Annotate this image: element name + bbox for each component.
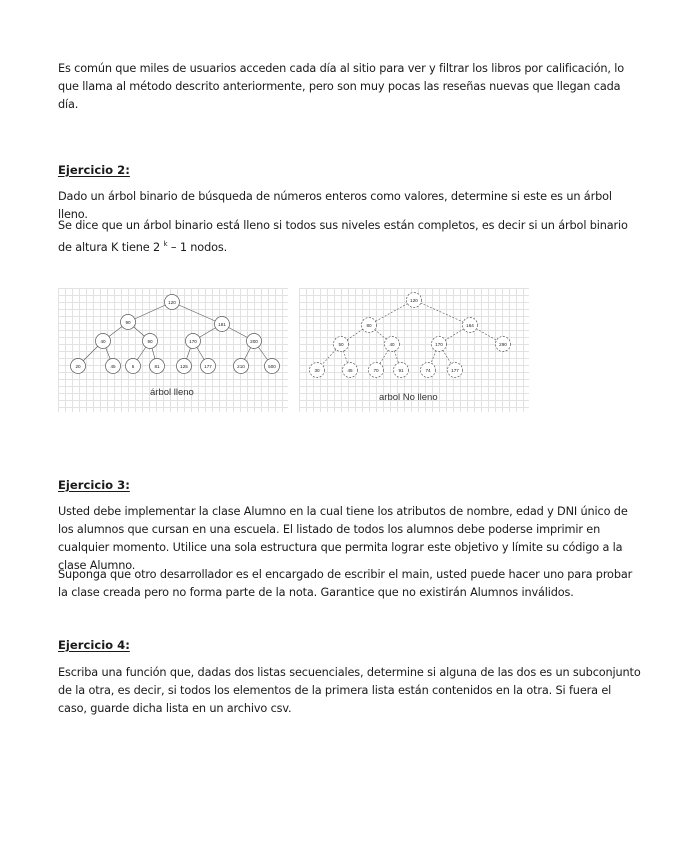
full-tree-node-circle	[142, 333, 158, 349]
ejercicio-4-paragraph-1: Escriba una función que, dadas dos lista…	[58, 666, 641, 715]
not-full-tree-node-label: 170	[435, 342, 443, 347]
full-tree-diagram: 120 90 181 40 90 170 200 20 45 5 81 125 177 210 500	[70, 294, 280, 374]
not-full-tree-node-label: 91	[398, 368, 404, 373]
not-full-tree-node-label: 177	[451, 368, 459, 373]
full-tree-node-label: 181	[218, 322, 226, 327]
ejercicio-3-title: Ejercicio 3:	[58, 478, 130, 492]
full-tree-node-label: 20	[75, 364, 81, 369]
not-full-tree-node-label: 40	[389, 342, 395, 347]
not-full-tree-node-circle	[420, 362, 436, 378]
full-tree-node-circle	[70, 358, 86, 374]
not-full-tree-node-circle	[447, 362, 463, 378]
full-tree-node-circle	[176, 358, 192, 374]
not-full-tree-node-circle	[361, 317, 377, 333]
intro-paragraph: Es común que miles de usuarios acceden c…	[58, 62, 625, 111]
full-tree-node-label: 170	[189, 339, 197, 344]
not-full-tree-node-label: 290	[499, 342, 507, 347]
ejercicio-2-p2-tail: – 1 nodos.	[167, 241, 228, 254]
not-full-tree-caption: arbol No lleno	[379, 392, 438, 403]
full-tree-node-circle	[125, 358, 141, 374]
ejercicio-2-p2-text: Se dice que un árbol binario está lleno …	[58, 219, 628, 254]
not-full-tree-node-label: 80	[366, 323, 372, 328]
full-tree-node-label: 200	[250, 339, 258, 344]
ejercicio-2-title: Ejercicio 2:	[58, 163, 130, 177]
not-full-tree-node-circle	[342, 362, 358, 378]
full-tree-node-circle	[105, 358, 121, 374]
full-tree-node-circle	[246, 333, 262, 349]
full-tree-node-circle	[120, 314, 136, 330]
not-full-tree-diagram: 120 80 164 50 40 170 290 30 45 70 91 74 177	[309, 292, 511, 378]
not-full-tree-node-label: 74	[425, 368, 431, 373]
full-tree-node-circle	[200, 358, 216, 374]
ejercicio-4-title: Ejercicio 4:	[58, 638, 130, 652]
not-full-tree-node-circle	[431, 336, 447, 352]
full-tree-node-label: 125	[180, 364, 188, 369]
full-tree-node-circle	[95, 333, 111, 349]
ejercicio-2-paragraph-1: Dado un árbol binario de búsqueda de núm…	[58, 190, 612, 221]
full-tree-figure: 120 90 181 40 90 170 200 20 45 5 81 125 177 210 500 ár…	[58, 288, 288, 412]
not-full-tree-node-label: 120	[410, 298, 418, 303]
not-full-tree-node-circle	[393, 362, 409, 378]
not-full-tree-node-circle	[309, 362, 325, 378]
full-tree-node-circle	[264, 358, 280, 374]
full-tree-node-label: 5	[132, 364, 135, 369]
not-full-tree-node-circle	[368, 362, 384, 378]
full-tree-node-label: 81	[154, 364, 160, 369]
full-tree-node-label: 40	[100, 339, 106, 344]
not-full-tree-figure: 120 80 164 50 40 170 290 30 45 70 91 74 177 arbol No…	[299, 288, 529, 412]
not-full-tree-node-label: 70	[373, 368, 379, 373]
full-tree-node-circle	[233, 358, 249, 374]
not-full-tree-node-label: 45	[347, 368, 353, 373]
not-full-tree-node-label: 50	[338, 342, 344, 347]
not-full-tree-node-circle	[495, 336, 511, 352]
ejercicio-2-p2-exponent: k	[163, 240, 168, 248]
full-tree-node-label: 45	[110, 364, 116, 369]
full-tree-node-label: 500	[268, 364, 276, 369]
not-full-tree-node-circle	[462, 317, 478, 333]
full-tree-node-circle	[214, 316, 230, 332]
full-tree-caption: árbol lleno	[150, 387, 194, 398]
not-full-tree-node-label: 30	[314, 368, 320, 373]
full-tree-node-label: 210	[237, 364, 245, 369]
full-tree-node-label: 120	[168, 300, 176, 305]
not-full-tree-node-circle	[384, 336, 400, 352]
full-tree-node-circle	[185, 333, 201, 349]
full-tree-node-label: 177	[204, 364, 212, 369]
not-full-tree-node-label: 164	[466, 323, 474, 328]
full-tree-node-label: 90	[125, 320, 131, 325]
full-tree-node-label: 90	[147, 339, 153, 344]
full-tree-node-circle	[164, 294, 180, 310]
ejercicio-3-paragraph-2: Suponga que otro desarrollador es el enc…	[58, 568, 633, 599]
ejercicio-3-paragraph-1: Usted debe implementar la clase Alumno e…	[58, 505, 628, 572]
ejercicio-2-paragraph-2: Se dice que un árbol binario está lleno …	[58, 217, 643, 257]
not-full-tree-node-circle	[333, 336, 349, 352]
not-full-tree-node-circle	[406, 292, 422, 308]
full-tree-node-circle	[149, 358, 165, 374]
